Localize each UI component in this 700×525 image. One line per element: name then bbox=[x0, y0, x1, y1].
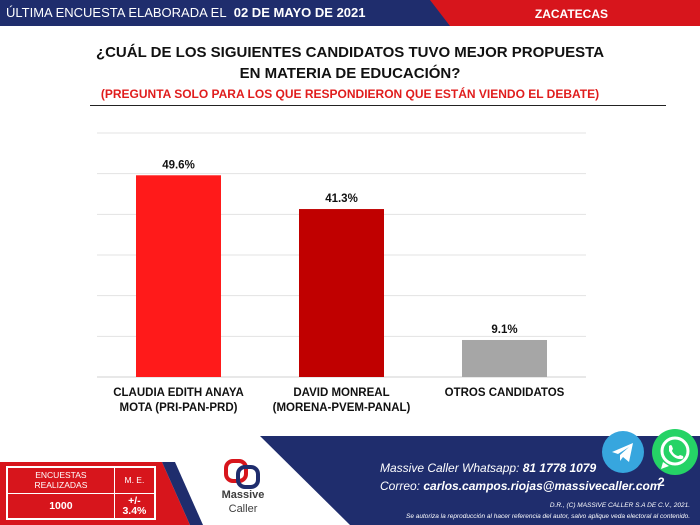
telegram-icon[interactable] bbox=[602, 431, 644, 473]
question-title-line1: ¿CUÁL DE LOS SIGUIENTES CANDIDATOS TUVO … bbox=[95, 44, 605, 61]
email-label: Correo: bbox=[380, 479, 421, 493]
whatsapp-contact: Massive Caller Whatsapp: 81 1778 1079 bbox=[380, 461, 596, 475]
survey-date: 02 DE MAYO DE 2021 bbox=[233, 5, 366, 20]
stats-value-margin: +/- 3.4% bbox=[113, 492, 156, 519]
category-label-line: DAVID MONREAL bbox=[293, 387, 390, 399]
stats-value-surveys: 1000 bbox=[7, 492, 115, 519]
survey-date-label: ÚLTIMA ENCUESTA ELABORADA EL 02 DE MAYO … bbox=[6, 5, 366, 20]
reproduction-notice: Se autoriza la reproducción al hacer ref… bbox=[405, 513, 690, 520]
page-number: 2 bbox=[658, 475, 665, 489]
bar-3 bbox=[462, 339, 547, 377]
whatsapp-icon[interactable] bbox=[652, 429, 698, 475]
header-band: ÚLTIMA ENCUESTA ELABORADA EL 02 DE MAYO … bbox=[0, 0, 700, 26]
title-divider bbox=[90, 105, 666, 106]
question-subtitle: (PREGUNTA SOLO PARA LOS QUE RESPONDIERON… bbox=[100, 87, 600, 101]
logo-word-caller: Caller bbox=[228, 503, 258, 515]
state-label: ZACATECAS bbox=[534, 7, 608, 21]
question-title-line2: EN MATERIA DE EDUCACIÓN? bbox=[239, 65, 461, 82]
email-address[interactable]: carlos.campos.riojas@massivecaller.com bbox=[423, 479, 661, 493]
category-label-line: CLAUDIA EDITH ANAYA bbox=[113, 387, 244, 399]
copyright-text: D.R., (C) MASSIVE CALLER S.A DE C.V., 20… bbox=[549, 502, 690, 509]
whatsapp-number: 81 1778 1079 bbox=[522, 461, 597, 475]
header-background bbox=[0, 0, 700, 26]
data-label-3: 9.1% bbox=[491, 324, 517, 336]
category-label-line: OTROS CANDIDATOS bbox=[444, 387, 565, 399]
category-label-3: OTROS CANDIDATOS bbox=[420, 386, 590, 401]
bar-2 bbox=[299, 209, 384, 377]
stats-header-surveys: ENCUESTAS REALIZADAS bbox=[7, 467, 115, 494]
stats-header-margin: M. E. bbox=[113, 467, 156, 494]
data-label-1: 49.6% bbox=[162, 159, 195, 171]
category-label-line: (MORENA-PVEM-PANAL) bbox=[272, 402, 411, 414]
category-label-2: DAVID MONREAL (MORENA-PVEM-PANAL) bbox=[257, 386, 427, 416]
whatsapp-label: Massive Caller Whatsapp: bbox=[380, 461, 520, 475]
data-label-2: 41.3% bbox=[325, 193, 358, 205]
category-label-1: CLAUDIA EDITH ANAYA MOTA (PRI-PAN-PRD) bbox=[94, 386, 264, 416]
bar-1 bbox=[136, 175, 221, 377]
email-contact: Correo: carlos.campos.riojas@massivecall… bbox=[380, 479, 661, 493]
category-label-line: MOTA (PRI-PAN-PRD) bbox=[119, 402, 238, 414]
survey-stats-box: ENCUESTAS REALIZADAS M. E. 1000 +/- 3.4% bbox=[6, 466, 156, 520]
massive-caller-logo-icon bbox=[224, 459, 260, 489]
logo-word-massive: Massive bbox=[221, 489, 265, 501]
survey-date-prefix: ÚLTIMA ENCUESTA ELABORADA EL bbox=[6, 5, 227, 20]
